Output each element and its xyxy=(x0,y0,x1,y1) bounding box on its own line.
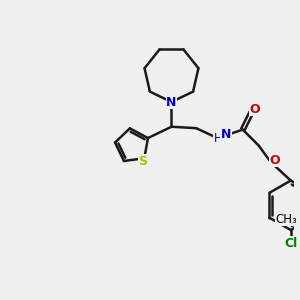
Text: O: O xyxy=(269,154,280,167)
Text: O: O xyxy=(250,103,260,116)
Text: Cl: Cl xyxy=(284,237,297,250)
Text: CH₃: CH₃ xyxy=(276,213,298,226)
Text: S: S xyxy=(138,155,147,168)
Text: H: H xyxy=(214,132,222,145)
Text: N: N xyxy=(221,128,231,141)
Text: N: N xyxy=(166,95,177,109)
